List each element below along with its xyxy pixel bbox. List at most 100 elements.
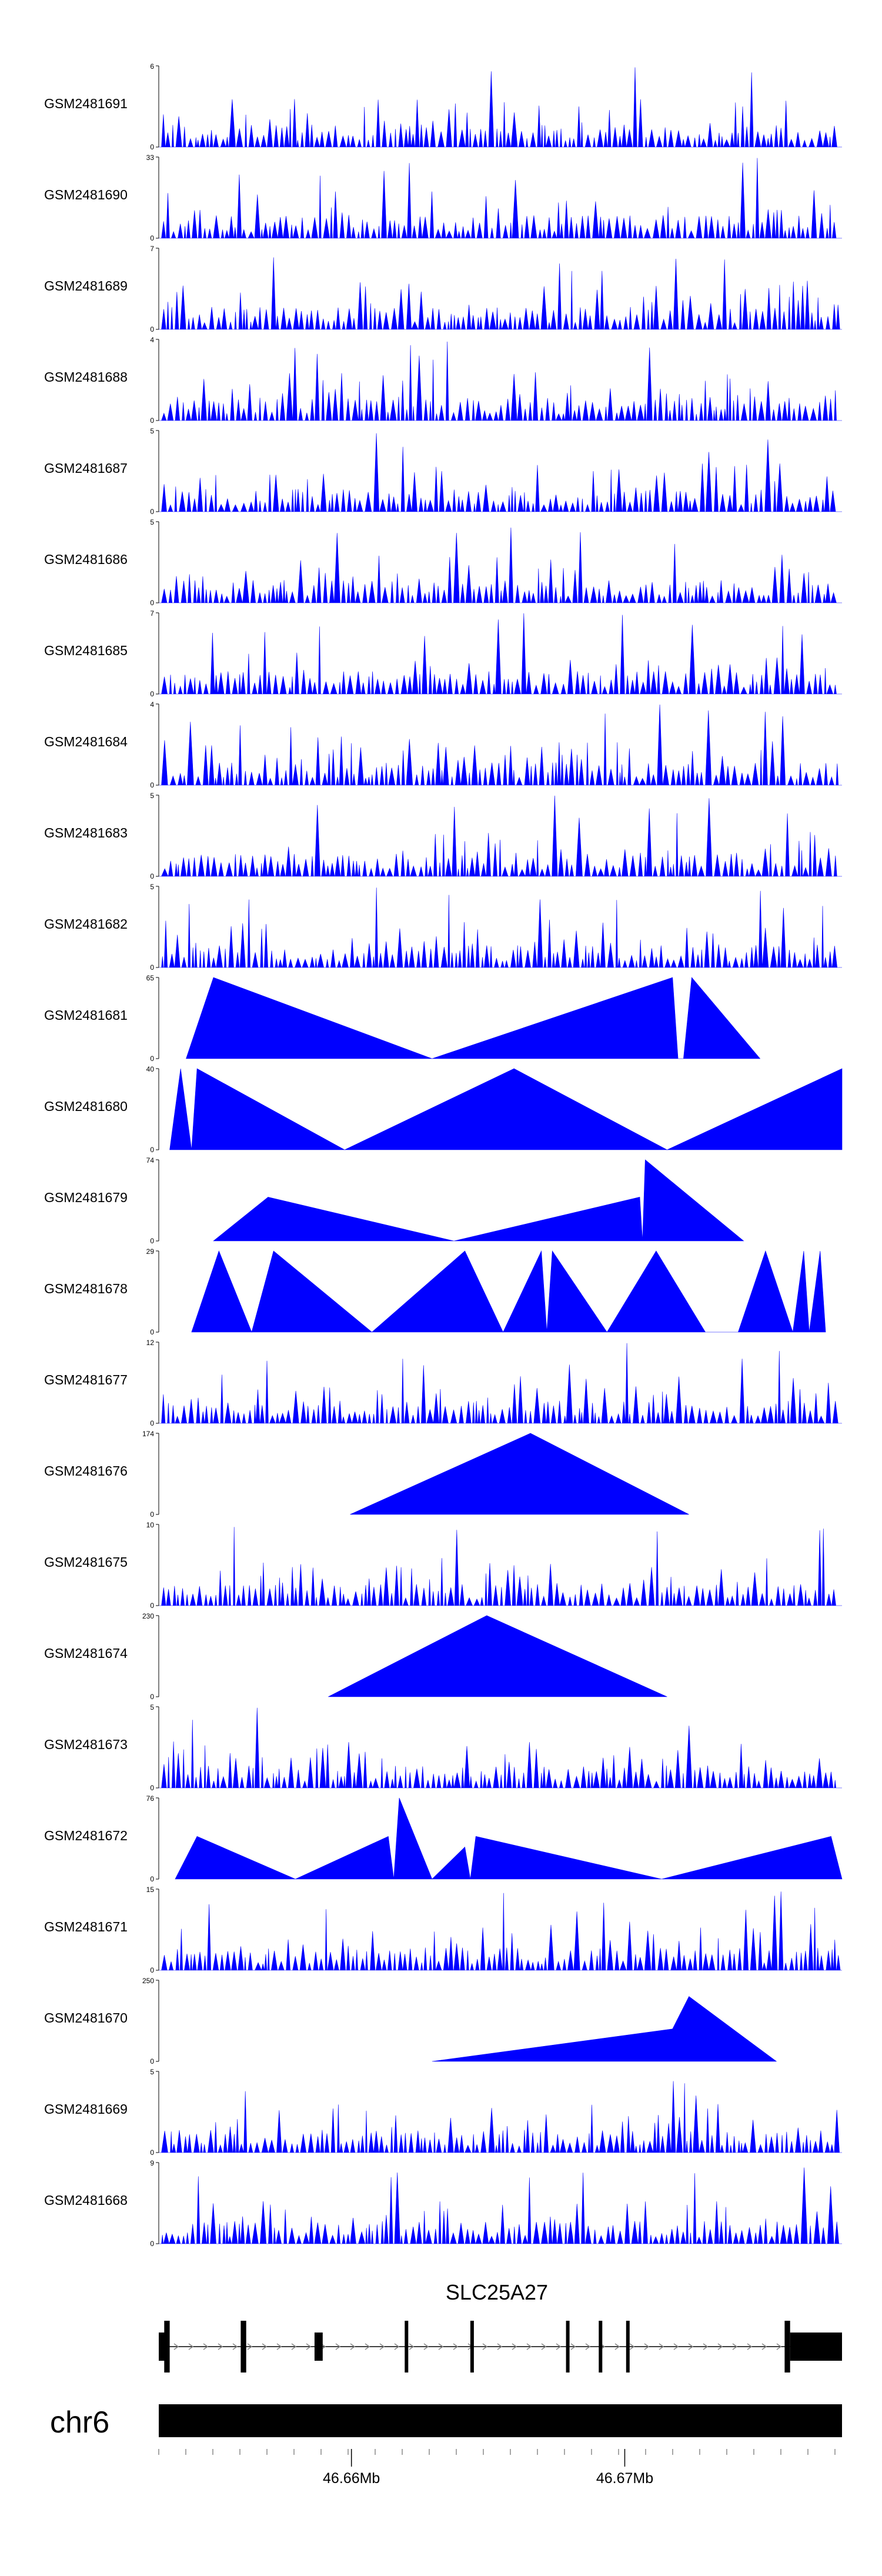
coverage-area-GSM2481684: [159, 704, 842, 786]
y-axis-zero-label: 0: [150, 416, 154, 425]
track-name-label: GSM2481683: [44, 825, 128, 840]
coverage-area-GSM2481676: [350, 1433, 689, 1515]
strand-arrow-icon: [188, 2343, 194, 2350]
coverage-area-GSM2481673: [159, 1707, 842, 1788]
y-axis-max-label: 65: [146, 974, 155, 982]
track-name-label: GSM2481673: [44, 1737, 128, 1752]
chromosome-bar: [159, 2404, 842, 2437]
y-axis-zero-label: 0: [150, 1146, 154, 1154]
strand-arrow-icon: [262, 2343, 268, 2350]
y-axis-zero-label: 0: [150, 2240, 154, 2248]
gene-exon: [626, 2321, 630, 2373]
strand-arrow-icon: [438, 2343, 444, 2350]
strand-arrow-icon: [541, 2343, 547, 2350]
strand-arrow-icon: [482, 2343, 488, 2350]
track-name-label: GSM2481677: [44, 1372, 128, 1387]
y-axis-zero-label: 0: [150, 2148, 154, 2157]
coverage-area-GSM2481674: [328, 1615, 667, 1697]
y-axis-zero-label: 0: [150, 872, 154, 880]
y-axis-max-label: 33: [146, 154, 155, 162]
y-axis-max-label: 250: [142, 1977, 154, 1985]
y-axis-max-label: 40: [146, 1065, 155, 1073]
track-name-label: GSM2481688: [44, 369, 128, 385]
strand-arrow-icon: [394, 2343, 400, 2350]
chromosome-label: chr6: [50, 2405, 109, 2440]
strand-arrow-icon: [570, 2343, 576, 2350]
gene-exon: [566, 2321, 570, 2373]
strand-arrow-icon: [512, 2343, 517, 2350]
track-name-label: GSM2481682: [44, 916, 128, 932]
strand-arrow-icon: [232, 2343, 238, 2350]
y-axis-zero-label: 0: [150, 1510, 154, 1519]
y-axis-max-label: 76: [146, 1794, 155, 1803]
y-axis-max-label: 29: [146, 1247, 155, 1256]
y-axis-zero-label: 0: [150, 1237, 154, 1245]
strand-arrow-icon: [659, 2343, 664, 2350]
y-axis-zero-label: 0: [150, 690, 154, 698]
strand-arrow-icon: [688, 2343, 694, 2350]
y-axis-max-label: 5: [150, 883, 154, 891]
y-axis-max-label: 15: [146, 1886, 155, 1894]
coverage-area-GSM2481668: [159, 2167, 842, 2245]
strand-arrow-icon: [453, 2343, 459, 2350]
y-axis-max-label: 5: [150, 792, 154, 800]
gene-exon: [164, 2321, 170, 2373]
strand-arrow-icon: [423, 2343, 429, 2350]
strand-arrow-icon: [291, 2343, 297, 2350]
coverage-area-GSM2481675: [159, 1527, 842, 1606]
track-name-label: GSM2481686: [44, 552, 128, 567]
track-name-label: GSM2481685: [44, 643, 128, 658]
y-axis-zero-label: 0: [150, 143, 154, 151]
y-axis-max-label: 5: [150, 518, 154, 526]
gene-name-label: SLC25A27: [446, 2280, 548, 2304]
y-axis-max-label: 230: [142, 1612, 154, 1620]
track-name-label: GSM2481689: [44, 278, 128, 293]
coverage-area-GSM2481685: [159, 613, 842, 695]
y-axis-max-label: 9: [150, 2159, 154, 2167]
y-axis-zero-label: 0: [150, 1875, 154, 1883]
strand-arrow-icon: [218, 2343, 223, 2350]
y-axis-zero-label: 0: [150, 1055, 154, 1063]
coverage-area-GSM2481670: [432, 1996, 777, 2062]
y-axis-zero-label: 0: [150, 1328, 154, 1336]
y-axis-max-label: 6: [150, 62, 154, 71]
coverage-area-GSM2481669: [159, 2081, 842, 2153]
track-name-label: GSM2481691: [44, 96, 128, 111]
strand-arrow-icon: [747, 2343, 753, 2350]
track-name-label: GSM2481675: [44, 1554, 128, 1570]
strand-arrow-icon: [526, 2343, 532, 2350]
strand-arrow-icon: [350, 2343, 356, 2350]
strand-arrow-icon: [732, 2343, 738, 2350]
y-axis-zero-label: 0: [150, 2057, 154, 2066]
coverage-area-GSM2481689: [159, 257, 842, 330]
y-axis-max-label: 4: [150, 700, 154, 709]
coverage-area-GSM2481679: [213, 1159, 744, 1242]
y-axis-zero-label: 0: [150, 508, 154, 516]
track-name-label: GSM2481674: [44, 1646, 128, 1661]
coverage-area-GSM2481688: [159, 341, 842, 421]
coverage-area-GSM2481687: [159, 433, 842, 512]
strand-arrow-icon: [173, 2343, 179, 2350]
track-name-label: GSM2481679: [44, 1190, 128, 1205]
coverage-area-GSM2481672: [175, 1797, 843, 1880]
strand-arrow-icon: [585, 2343, 591, 2350]
y-axis-max-label: 5: [150, 2068, 154, 2076]
strand-arrow-icon: [379, 2343, 385, 2350]
strand-arrow-icon: [614, 2343, 620, 2350]
gene-exon: [470, 2321, 474, 2373]
gene-exon: [599, 2321, 603, 2373]
strand-arrow-icon: [703, 2343, 709, 2350]
strand-arrow-icon: [409, 2343, 415, 2350]
axis-tick-label: 46.66Mb: [323, 2470, 380, 2487]
coverage-area-GSM2481678: [191, 1250, 826, 1333]
strand-arrow-icon: [335, 2343, 341, 2350]
strand-arrow-icon: [556, 2343, 562, 2350]
y-axis-max-label: 174: [142, 1430, 154, 1438]
track-name-label: GSM2481680: [44, 1099, 128, 1114]
strand-arrow-icon: [497, 2343, 503, 2350]
track-name-label: GSM2481678: [44, 1281, 128, 1296]
strand-arrow-icon: [276, 2343, 282, 2350]
track-name-label: GSM2481669: [44, 2101, 128, 2117]
y-axis-zero-label: 0: [150, 1784, 154, 1792]
